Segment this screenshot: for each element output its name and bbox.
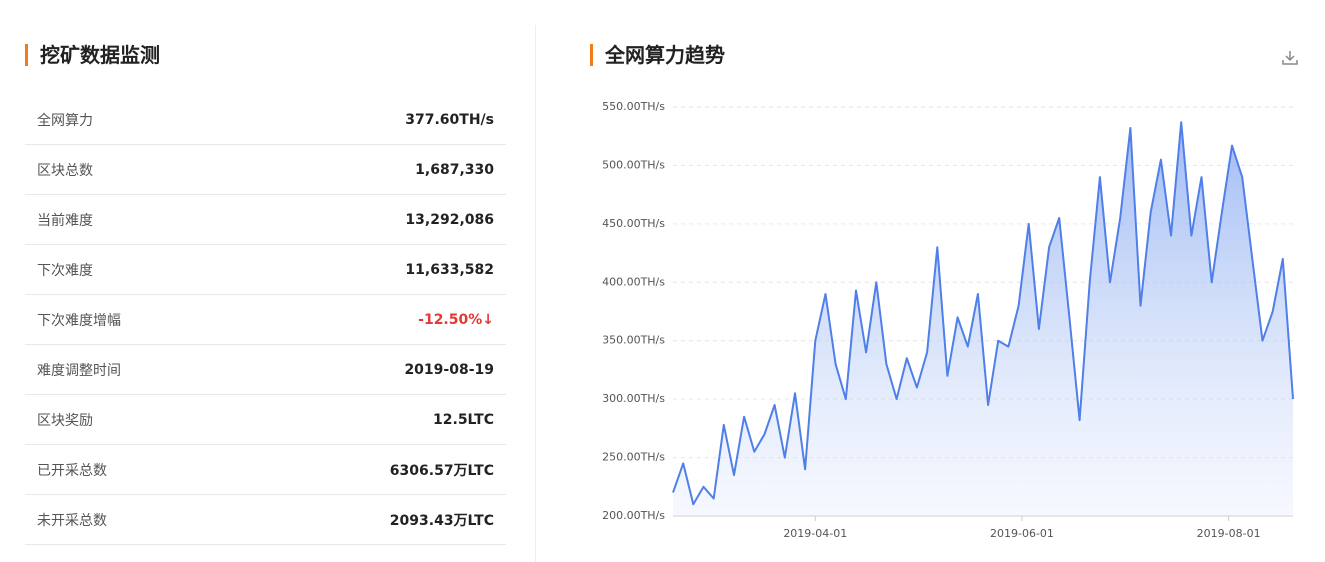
stat-value: 377.60TH/s — [405, 111, 494, 128]
y-tick-label: 350.00TH/s — [602, 334, 665, 347]
stat-label: 当前难度 — [37, 212, 93, 229]
x-tick-label: 2019-06-01 — [990, 527, 1054, 540]
stat-row: 下次难度增幅 -12.50%↓ — [25, 295, 506, 345]
area — [673, 122, 1293, 516]
y-tick-label: 500.00TH/s — [602, 158, 665, 171]
chart-title: 全网算力趋势 — [590, 44, 725, 66]
y-tick-label: 200.00TH/s — [602, 509, 665, 522]
y-tick-label: 300.00TH/s — [602, 392, 665, 405]
y-tick-label: 250.00TH/s — [602, 451, 665, 464]
stat-label: 难度调整时间 — [37, 362, 121, 379]
stat-value: -12.50%↓ — [418, 311, 494, 328]
stat-label: 下次难度增幅 — [37, 312, 121, 329]
stat-label: 下次难度 — [37, 262, 93, 279]
stat-row: 区块总数 1,687,330 — [25, 145, 506, 195]
stat-value: 11,633,582 — [405, 261, 494, 278]
stats-table: 全网算力 377.60TH/s 区块总数 1,687,330 当前难度 13,292,08… — [25, 95, 506, 545]
stat-value: 2019-08-19 — [404, 361, 494, 378]
stat-value: 12.5LTC — [433, 411, 494, 428]
panel-title: 挖矿数据监测 — [25, 44, 160, 66]
y-tick-label: 450.00TH/s — [602, 217, 665, 230]
stat-row: 区块奖励 12.5LTC — [25, 395, 506, 445]
y-tick-label: 550.00TH/s — [602, 100, 665, 113]
stat-value: 1,687,330 — [415, 161, 494, 178]
divider — [535, 25, 536, 562]
line — [672, 121, 1294, 506]
stat-value: 2093.43万LTC — [389, 512, 494, 529]
stat-row: 已开采总数 6306.57万LTC — [25, 445, 506, 495]
stat-value: 13,292,086 — [405, 211, 494, 228]
stat-label: 区块奖励 — [37, 412, 93, 429]
stat-row: 当前难度 13,292,086 — [25, 195, 506, 245]
stat-row: 下次难度 11,633,582 — [25, 245, 506, 295]
stat-row: 未开采总数 2093.43万LTC — [25, 495, 506, 545]
download-icon[interactable] — [1280, 48, 1300, 68]
stat-value: 6306.57万LTC — [389, 462, 494, 479]
stat-label: 区块总数 — [37, 162, 93, 179]
stat-label: 全网算力 — [37, 112, 93, 129]
stat-row: 全网算力 377.60TH/s — [25, 95, 506, 145]
stat-row: 难度调整时间 2019-08-19 — [25, 345, 506, 395]
stat-label: 未开采总数 — [37, 512, 107, 529]
y-tick-label: 400.00TH/s — [602, 275, 665, 288]
stat-label: 已开采总数 — [37, 462, 107, 479]
x-tick-label: 2019-04-01 — [783, 527, 847, 540]
x-tick-label: 2019-08-01 — [1197, 527, 1261, 540]
